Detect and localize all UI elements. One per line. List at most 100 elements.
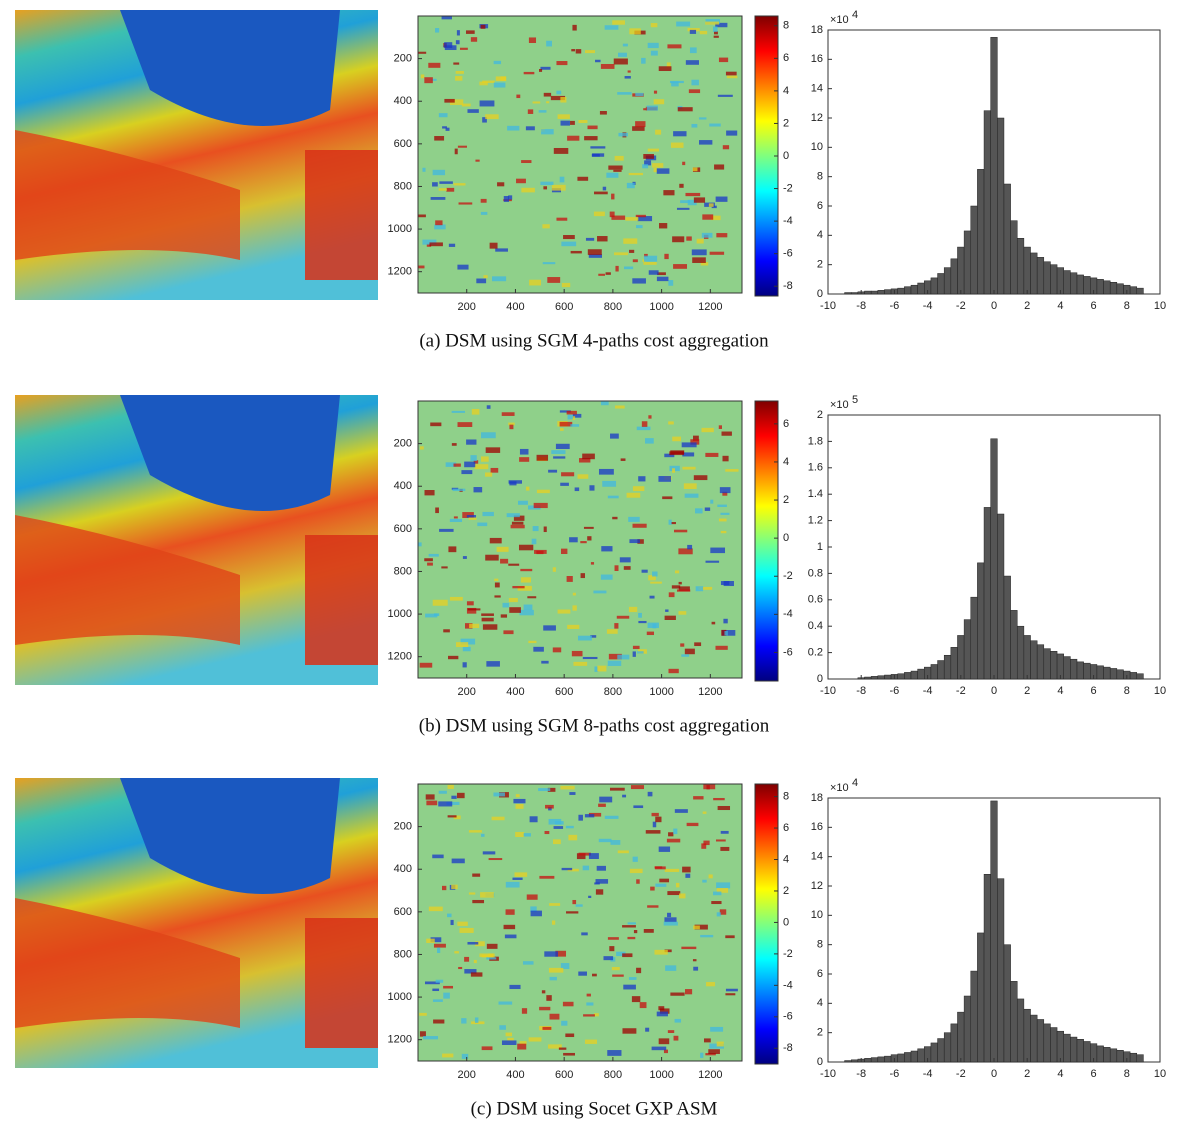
error-speck [425,613,438,618]
error-speck [433,943,446,948]
y-tick-label: 2 [817,259,823,271]
colorbar-tick-label: -4 [783,608,793,620]
error-speck [700,1052,704,1058]
colorbar-tick-label: 4 [783,456,789,468]
error-speck [598,273,605,276]
error-speck [723,618,728,624]
error-speck [485,114,499,120]
x-tick-label: 10 [1154,300,1166,312]
error-speck [426,800,438,806]
error-speck [690,439,700,445]
error-speck [552,567,556,572]
histogram-bar [930,664,938,680]
error-speck [603,956,614,961]
error-speck [418,542,422,547]
error-speck [706,982,716,987]
error-speck [638,476,646,482]
error-speck [689,47,697,54]
error-speck [582,865,590,871]
error-speck [632,259,638,263]
error-speck [585,50,596,54]
x-tick-label: 4 [1057,300,1063,312]
error-speck [438,113,448,118]
error-speck [536,550,544,555]
error-speck [625,217,639,221]
histogram-bar [1116,1050,1124,1063]
error-speck [509,424,514,430]
histogram-bar [850,292,859,295]
error-speck [656,1011,668,1017]
error-speck [466,601,474,606]
error-speck [722,455,729,462]
error-speck [495,76,507,81]
error-speck [566,410,577,415]
x-tick-label: 600 [555,301,573,313]
error-speck [722,145,730,150]
error-speck [451,884,458,890]
error-speck [543,92,552,97]
error-speck [676,207,690,210]
error-speck [488,858,503,861]
y-tick-label: 4 [817,997,823,1009]
x-tick-label: 2 [1024,1068,1030,1080]
error-speck [641,421,648,427]
x-tick-label: -2 [956,685,966,697]
error-speck [609,946,615,952]
error-speck [481,432,496,439]
x-tick-label: -6 [890,300,900,312]
error-speck [685,192,701,197]
error-speck [566,576,573,582]
histogram-bar [990,37,998,295]
histogram-bar [970,596,978,680]
error-speck [604,815,619,819]
error-speck [454,951,459,954]
x-tick-label: 0 [991,300,997,312]
error-speck [664,868,680,872]
error-speck [617,654,630,660]
error-speck [685,873,691,878]
histogram-bar [930,277,938,295]
y-tick-label: 1200 [388,1034,412,1046]
error-speck [721,630,736,636]
error-speck [430,197,446,200]
error-speck [607,937,619,940]
x-tick-label: 800 [604,1069,622,1081]
error-speck [653,167,657,173]
error-speck [578,814,583,821]
error-speck [418,214,426,218]
error-speck [647,905,659,908]
error-speck [675,882,680,888]
error-speck [628,172,643,176]
error-speck [686,236,692,241]
error-speck [462,662,467,668]
error-speck [448,655,459,660]
error-speck [432,854,444,859]
error-speck [650,886,655,891]
error-speck [449,518,463,523]
error-speck [607,660,622,666]
error-speck [649,595,655,599]
x-tick-label: 1000 [649,686,673,698]
error-speck [459,927,474,933]
error-speck [680,200,690,204]
error-speck [569,792,576,795]
error-speck [428,906,443,912]
error-speck [540,181,554,186]
histogram-bar [1096,665,1104,680]
error-speck [636,967,642,974]
histogram-bar [1036,644,1045,680]
error-speck [507,1037,514,1041]
error-speck [584,1039,598,1044]
histogram-bar [1063,656,1071,680]
error-speck [695,586,704,592]
error-speck [602,186,607,191]
error-speck [627,70,631,73]
x-tick-label: -4 [923,1068,933,1080]
error-speck [476,278,487,284]
error-speck [655,816,662,823]
error-speck [443,629,450,633]
colorbar-tick-label: 0 [783,532,789,544]
histogram-bar [884,674,892,680]
y-tick-label: 18 [811,24,823,36]
x-tick-label: 200 [458,686,476,698]
